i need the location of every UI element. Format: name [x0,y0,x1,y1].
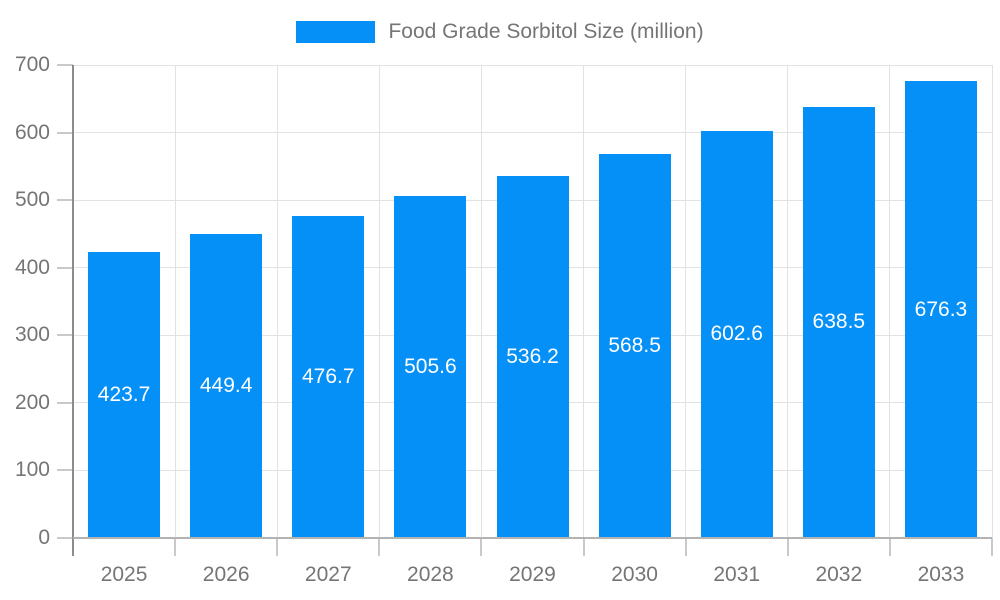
legend[interactable]: Food Grade Sorbitol Size (million) [0,20,1000,44]
y-tick-label: 300 [14,323,50,347]
bar[interactable] [292,215,365,538]
y-tick [57,266,73,269]
x-gridline [276,65,278,538]
legend-label: Food Grade Sorbitol Size (million) [388,20,704,43]
bar[interactable] [190,234,263,538]
x-gridline [889,65,891,538]
x-tick [684,538,687,556]
x-tick-label: 2026 [202,563,250,586]
x-gridline [378,65,380,538]
bar-value-label: 505.6 [404,355,457,379]
x-tick [888,538,891,556]
bar[interactable] [904,81,977,538]
x-tick-label: 2025 [100,563,148,586]
x-gridline [685,65,687,538]
y-tick-label: 700 [14,53,50,76]
x-tick-label: 2030 [611,563,658,586]
x-gridline [480,65,482,538]
x-axis-line [73,537,992,539]
x-tick [991,538,993,556]
y-gridline [73,132,992,134]
y-tick-label: 100 [14,458,50,482]
bar-value-label: 602.6 [710,322,763,346]
x-gridline [787,65,789,538]
y-tick [57,64,73,66]
y-axis-line [72,65,74,556]
x-tick-label: 2033 [917,563,965,586]
bar-value-label: 676.3 [914,297,968,321]
bar[interactable] [700,130,773,538]
y-tick-label: 0 [38,526,50,549]
bar[interactable] [496,175,569,538]
y-tick-label: 200 [14,390,50,414]
y-tick-label: 500 [14,188,50,212]
y-gridline [73,64,992,66]
bar[interactable] [598,153,671,538]
bar[interactable] [394,196,467,538]
x-tick [480,538,483,556]
x-tick-label: 2028 [407,563,454,586]
x-tick [786,538,789,556]
bar-value-label: 568.5 [608,333,661,357]
x-gridline [174,65,176,538]
bar-value-label: 423.7 [97,382,151,406]
y-tick [57,199,73,202]
y-tick [57,537,73,539]
x-tick [174,538,177,556]
x-tick [378,538,381,556]
y-tick [57,401,73,404]
x-tick-label: 2031 [713,563,761,586]
bar[interactable] [802,106,875,538]
y-tick [57,469,73,472]
y-tick-label: 600 [14,120,50,144]
y-tick [57,131,73,134]
bar[interactable] [88,251,161,538]
x-gridline [991,65,993,538]
x-tick-label: 2029 [509,563,556,586]
x-tick [582,538,585,556]
bar-value-label: 449.4 [199,374,253,398]
y-tick [57,334,73,337]
bar-value-label: 536.2 [506,344,559,368]
y-tick-label: 400 [14,255,50,279]
x-gridline [583,65,585,538]
bar-value-label: 638.5 [812,310,866,334]
bar-value-label: 476.7 [301,364,355,388]
x-tick-label: 2032 [815,563,863,586]
x-tick-label: 2027 [304,563,352,586]
x-tick [276,538,279,556]
legend-swatch[interactable] [296,21,376,43]
